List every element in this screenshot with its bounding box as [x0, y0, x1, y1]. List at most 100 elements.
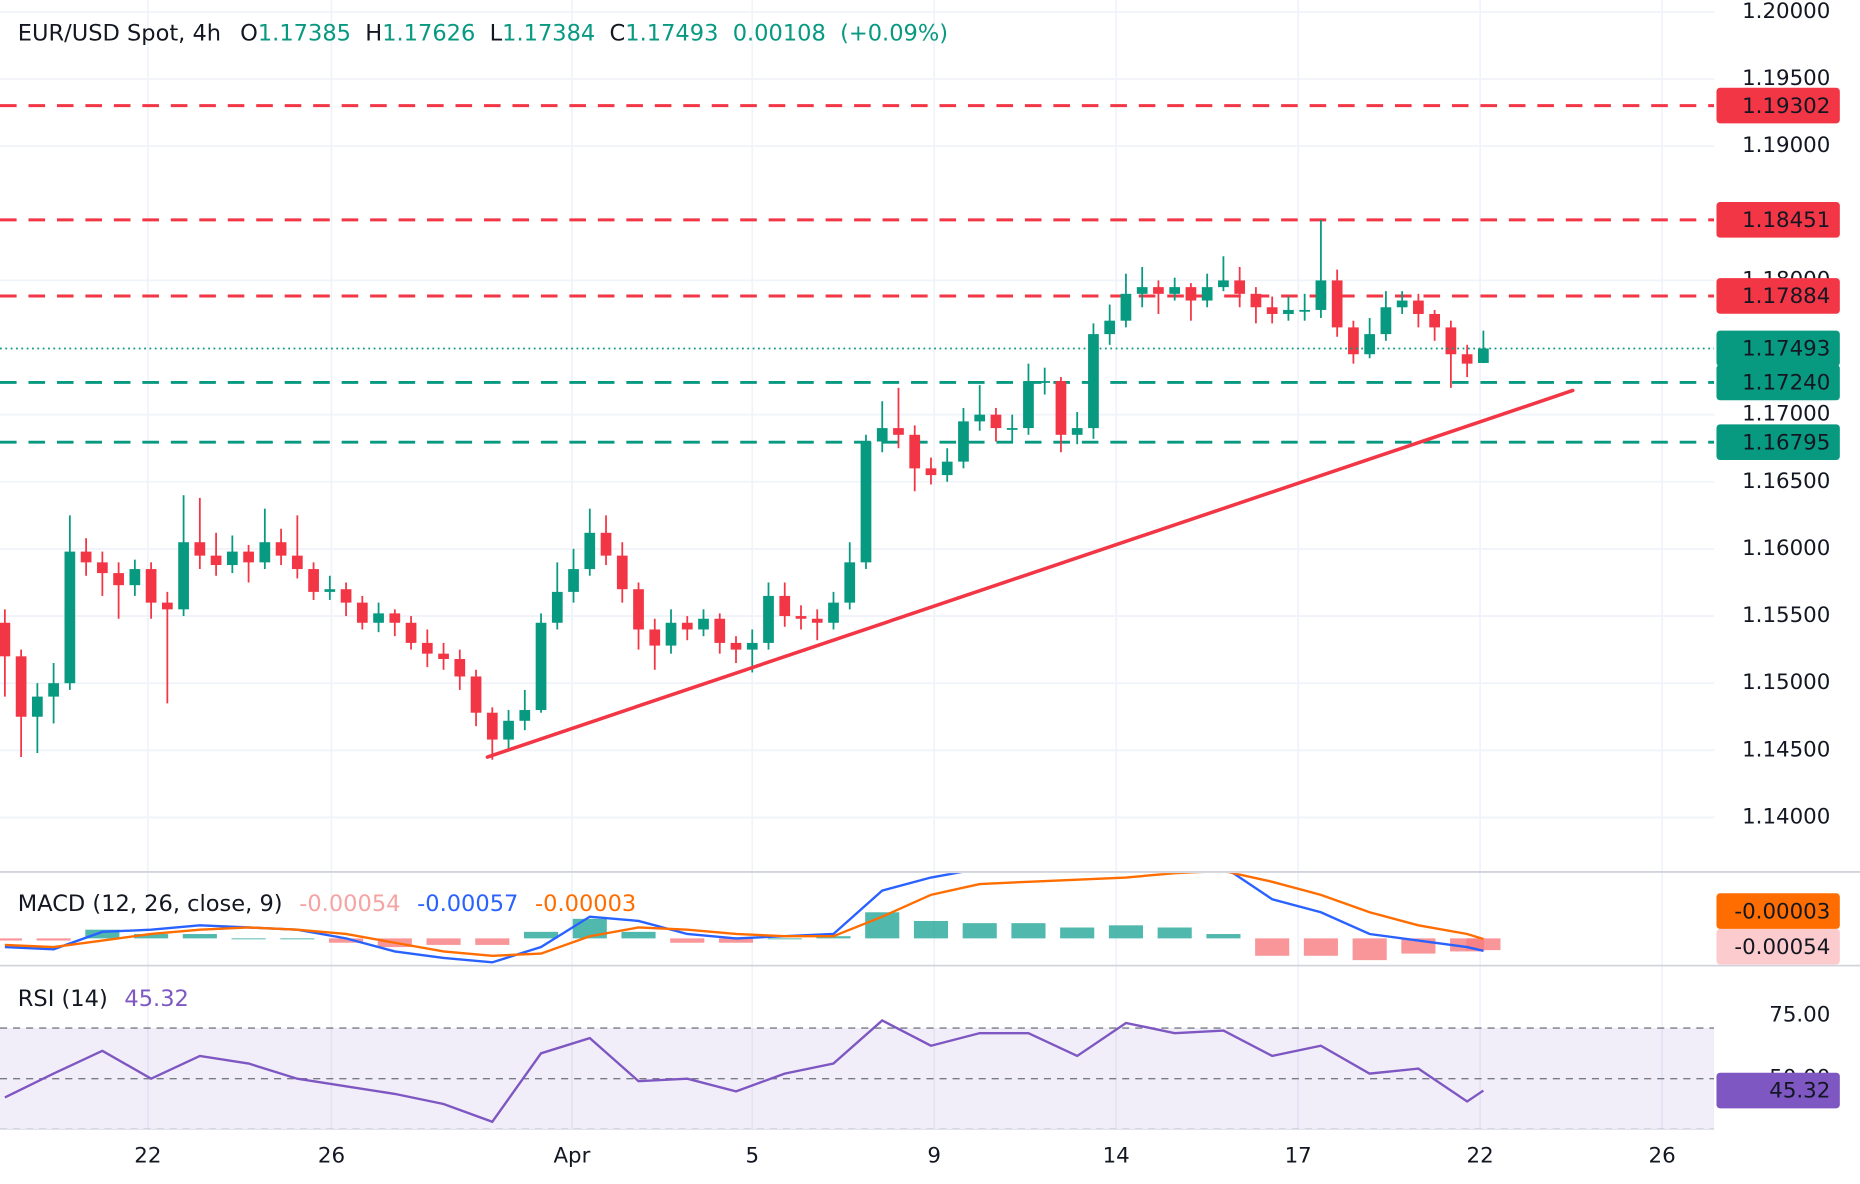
histogram-bar — [0, 938, 22, 941]
histogram-bar — [572, 918, 607, 939]
candle-body — [519, 710, 531, 721]
ohlc-letter: C — [610, 20, 626, 46]
candle-body — [1088, 334, 1099, 429]
x-tick-label: 26 — [318, 1144, 345, 1169]
histogram-bar — [962, 923, 997, 939]
candle-body — [1071, 428, 1083, 435]
candle-body — [535, 622, 547, 711]
candle-body — [356, 602, 368, 623]
y-tick-label: 1.14000 — [1742, 804, 1830, 829]
x-tick-label: 14 — [1103, 1144, 1130, 1169]
candle-body — [1429, 313, 1441, 328]
rsi-line — [4, 1019, 1485, 1124]
ohlc-letter: H — [365, 20, 382, 46]
candle-body — [1234, 280, 1246, 294]
candle-body — [730, 642, 742, 650]
candle-body — [568, 569, 579, 592]
histogram-bar — [1108, 925, 1144, 939]
candle-body — [113, 573, 124, 586]
ohlc-value: 1.17626 — [382, 20, 475, 46]
change-percent: (+0.09%) — [840, 20, 948, 46]
macd-pane — [0, 873, 1501, 964]
candle-body — [178, 542, 189, 610]
candle-body — [876, 428, 888, 442]
trendline — [485, 388, 1575, 759]
candle-body — [1023, 381, 1034, 429]
candle-body — [584, 532, 596, 570]
candle-body — [421, 642, 433, 654]
candle-body — [990, 414, 1002, 429]
level-label: 1.17884 — [1742, 284, 1830, 309]
candle-body — [1461, 354, 1473, 364]
rsi-tick-label: 75.00 — [1769, 1002, 1830, 1027]
rsi-last-label: 45.32 — [1769, 1079, 1830, 1104]
histogram-bar — [523, 931, 559, 939]
histogram-bar — [767, 938, 802, 940]
candle-body — [909, 434, 921, 469]
candle-body — [1169, 287, 1181, 294]
candle-body — [80, 551, 92, 563]
candle-body — [1283, 309, 1294, 314]
candle-body — [665, 622, 677, 646]
ohlc-value: 1.17385 — [258, 20, 351, 46]
candle-body — [941, 461, 953, 476]
candle-body — [96, 562, 108, 574]
y-tick-label: 1.19500 — [1742, 66, 1830, 91]
candle-body — [194, 542, 206, 556]
price-labels: 1.19302 1.18451 1.17884 1.17240 1.16795 1.174… — [1716, 87, 1840, 1109]
y-tick-label: 1.17000 — [1742, 402, 1830, 427]
candle-body — [438, 653, 449, 660]
level-label-box — [1716, 424, 1840, 460]
candle-body — [32, 696, 43, 717]
histogram-value: -0.00054 — [299, 890, 400, 916]
candle-body — [129, 569, 141, 586]
histogram-bar — [85, 929, 120, 939]
level-label-box — [1716, 364, 1840, 401]
ohlc-value: 1.17493 — [625, 20, 718, 46]
candle-body — [551, 591, 563, 623]
histogram-bar — [1466, 938, 1501, 951]
candle-body — [1185, 287, 1197, 301]
candle-body — [1120, 293, 1132, 321]
rsi-value: 45.32 — [124, 985, 188, 1011]
candle-body — [15, 656, 27, 717]
candle-body — [1445, 327, 1457, 355]
candle-body — [243, 551, 254, 563]
histogram-bar — [1303, 938, 1338, 956]
signal-last-label: -0.00003 — [1734, 899, 1830, 924]
x-tick-label: 9 — [927, 1144, 941, 1169]
candle-body — [48, 683, 59, 697]
histogram-bar — [1157, 927, 1192, 939]
candle-body — [698, 618, 709, 630]
candle-body — [958, 421, 969, 462]
histogram-bar — [280, 938, 315, 940]
level-label: 1.18451 — [1742, 208, 1830, 233]
histogram-bar — [475, 938, 510, 945]
candle-body — [373, 613, 384, 623]
y-tick-label: 1.16000 — [1742, 536, 1830, 561]
histogram-bar — [1011, 923, 1046, 939]
x-tick-label: 5 — [745, 1144, 759, 1169]
candle-body — [795, 616, 807, 619]
candle-body — [0, 622, 11, 657]
signal-last-label-box — [1716, 893, 1840, 929]
candle-body — [405, 622, 417, 643]
x-tick-label: 17 — [1285, 1144, 1312, 1169]
candle-body — [1413, 300, 1424, 314]
candle-body — [1315, 280, 1327, 310]
y-tick-label: 1.20000 — [1742, 0, 1830, 24]
candle-body — [860, 441, 872, 563]
histogram-bar — [913, 920, 949, 939]
candle-body — [210, 555, 222, 566]
histogram-bar — [718, 938, 754, 943]
level-label: 1.17240 — [1742, 371, 1830, 396]
candle-body — [64, 551, 76, 684]
macd-title: MACD (12, 26, close, 9) — [18, 890, 283, 916]
candle-body — [1153, 287, 1164, 294]
candle-body — [324, 589, 336, 592]
candle-body — [1055, 381, 1067, 435]
last-price-label-box — [1716, 330, 1840, 367]
candle-body — [844, 562, 856, 603]
